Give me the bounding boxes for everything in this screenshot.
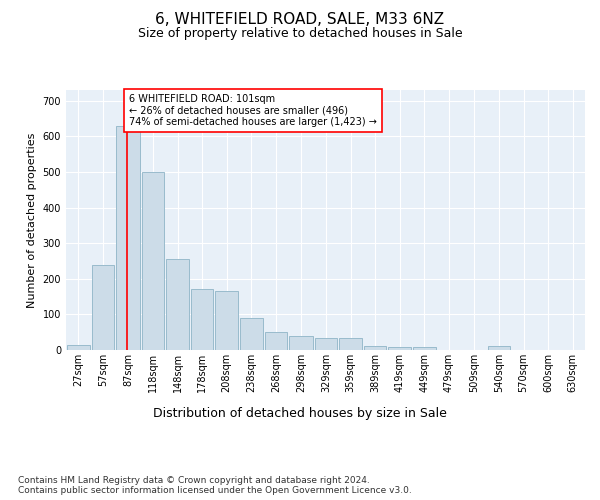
Bar bbox=[215, 291, 238, 350]
Bar bbox=[289, 336, 313, 350]
Text: Contains HM Land Registry data © Crown copyright and database right 2024.
Contai: Contains HM Land Registry data © Crown c… bbox=[18, 476, 412, 495]
Bar bbox=[191, 290, 214, 350]
Bar bbox=[265, 332, 287, 350]
Bar bbox=[314, 338, 337, 350]
Text: 6 WHITEFIELD ROAD: 101sqm
← 26% of detached houses are smaller (496)
74% of semi: 6 WHITEFIELD ROAD: 101sqm ← 26% of detac… bbox=[129, 94, 377, 127]
Text: Size of property relative to detached houses in Sale: Size of property relative to detached ho… bbox=[137, 28, 463, 40]
Bar bbox=[488, 346, 510, 350]
Text: Distribution of detached houses by size in Sale: Distribution of detached houses by size … bbox=[153, 408, 447, 420]
Bar bbox=[413, 347, 436, 350]
Bar bbox=[339, 338, 362, 350]
Bar bbox=[166, 259, 189, 350]
Text: 6, WHITEFIELD ROAD, SALE, M33 6NZ: 6, WHITEFIELD ROAD, SALE, M33 6NZ bbox=[155, 12, 445, 28]
Bar bbox=[142, 172, 164, 350]
Bar bbox=[388, 347, 411, 350]
Y-axis label: Number of detached properties: Number of detached properties bbox=[27, 132, 37, 308]
Bar bbox=[116, 126, 140, 350]
Bar bbox=[67, 344, 89, 350]
Bar bbox=[240, 318, 263, 350]
Bar bbox=[92, 264, 114, 350]
Bar bbox=[364, 346, 386, 350]
